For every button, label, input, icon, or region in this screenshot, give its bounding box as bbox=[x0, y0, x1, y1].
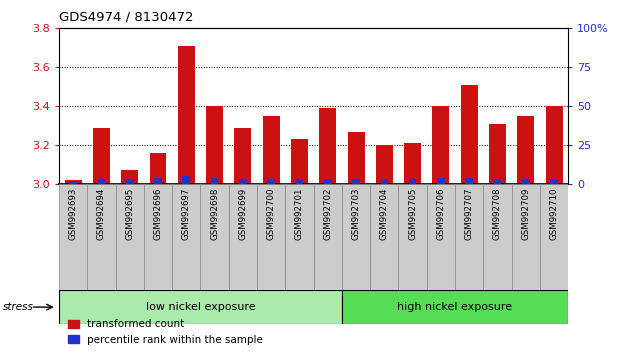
Text: GSM992703: GSM992703 bbox=[351, 187, 361, 240]
Bar bbox=[546, 106, 563, 184]
Text: GSM992705: GSM992705 bbox=[408, 187, 417, 240]
Bar bbox=[324, 179, 332, 184]
Bar bbox=[65, 180, 81, 184]
Bar bbox=[97, 179, 105, 184]
FancyBboxPatch shape bbox=[399, 184, 427, 290]
FancyBboxPatch shape bbox=[285, 184, 314, 290]
Text: GSM992709: GSM992709 bbox=[521, 187, 530, 240]
Text: high nickel exposure: high nickel exposure bbox=[397, 302, 512, 312]
FancyBboxPatch shape bbox=[540, 184, 568, 290]
Text: GSM992706: GSM992706 bbox=[437, 187, 445, 240]
FancyBboxPatch shape bbox=[427, 184, 455, 290]
Text: GSM992708: GSM992708 bbox=[493, 187, 502, 240]
FancyBboxPatch shape bbox=[59, 184, 88, 290]
FancyBboxPatch shape bbox=[512, 184, 540, 290]
Bar bbox=[348, 132, 365, 184]
Bar bbox=[465, 178, 473, 184]
FancyBboxPatch shape bbox=[483, 184, 512, 290]
Bar bbox=[432, 106, 450, 184]
Bar bbox=[352, 179, 360, 184]
Bar bbox=[342, 290, 568, 324]
Bar bbox=[404, 143, 421, 184]
Bar bbox=[70, 181, 77, 184]
Bar bbox=[550, 179, 558, 184]
Bar bbox=[126, 179, 134, 184]
Text: stress: stress bbox=[3, 302, 34, 312]
FancyBboxPatch shape bbox=[455, 184, 483, 290]
Text: GSM992697: GSM992697 bbox=[182, 187, 191, 240]
Bar bbox=[93, 128, 110, 184]
Text: GSM992694: GSM992694 bbox=[97, 187, 106, 240]
Bar bbox=[517, 116, 534, 184]
Text: GSM992700: GSM992700 bbox=[266, 187, 276, 240]
Text: GSM992701: GSM992701 bbox=[295, 187, 304, 240]
Legend: transformed count, percentile rank within the sample: transformed count, percentile rank withi… bbox=[64, 315, 267, 349]
FancyBboxPatch shape bbox=[370, 184, 399, 290]
Bar bbox=[319, 108, 336, 184]
FancyBboxPatch shape bbox=[229, 184, 257, 290]
Bar bbox=[121, 171, 138, 184]
Bar bbox=[381, 179, 388, 184]
Bar bbox=[234, 128, 252, 184]
Text: low nickel exposure: low nickel exposure bbox=[146, 302, 255, 312]
Bar bbox=[494, 179, 501, 184]
Bar bbox=[376, 145, 393, 184]
Bar bbox=[154, 178, 162, 184]
Bar bbox=[206, 106, 223, 184]
Text: GSM992704: GSM992704 bbox=[380, 187, 389, 240]
Bar bbox=[437, 178, 445, 184]
Bar bbox=[150, 153, 166, 184]
Text: GSM992707: GSM992707 bbox=[465, 187, 474, 240]
FancyBboxPatch shape bbox=[144, 184, 172, 290]
FancyBboxPatch shape bbox=[201, 184, 229, 290]
Bar bbox=[59, 290, 342, 324]
Text: GSM992695: GSM992695 bbox=[125, 187, 134, 240]
Bar bbox=[409, 179, 417, 184]
Bar bbox=[239, 179, 247, 184]
Text: GDS4974 / 8130472: GDS4974 / 8130472 bbox=[59, 11, 194, 24]
Bar bbox=[263, 116, 279, 184]
Bar bbox=[296, 179, 303, 184]
Bar bbox=[461, 85, 478, 184]
Bar bbox=[268, 179, 275, 184]
Bar bbox=[178, 46, 195, 184]
FancyBboxPatch shape bbox=[172, 184, 201, 290]
FancyBboxPatch shape bbox=[342, 184, 370, 290]
FancyBboxPatch shape bbox=[314, 184, 342, 290]
Bar bbox=[291, 139, 308, 184]
Bar bbox=[522, 179, 530, 184]
FancyBboxPatch shape bbox=[88, 184, 116, 290]
Bar bbox=[183, 176, 190, 184]
Text: GSM992702: GSM992702 bbox=[324, 187, 332, 240]
Text: GSM992696: GSM992696 bbox=[153, 187, 163, 240]
Text: GSM992699: GSM992699 bbox=[238, 187, 247, 240]
FancyBboxPatch shape bbox=[257, 184, 285, 290]
Bar bbox=[489, 124, 506, 184]
FancyBboxPatch shape bbox=[116, 184, 144, 290]
Text: GSM992698: GSM992698 bbox=[210, 187, 219, 240]
Bar bbox=[211, 178, 219, 184]
Text: GSM992710: GSM992710 bbox=[550, 187, 558, 240]
Text: GSM992693: GSM992693 bbox=[69, 187, 78, 240]
